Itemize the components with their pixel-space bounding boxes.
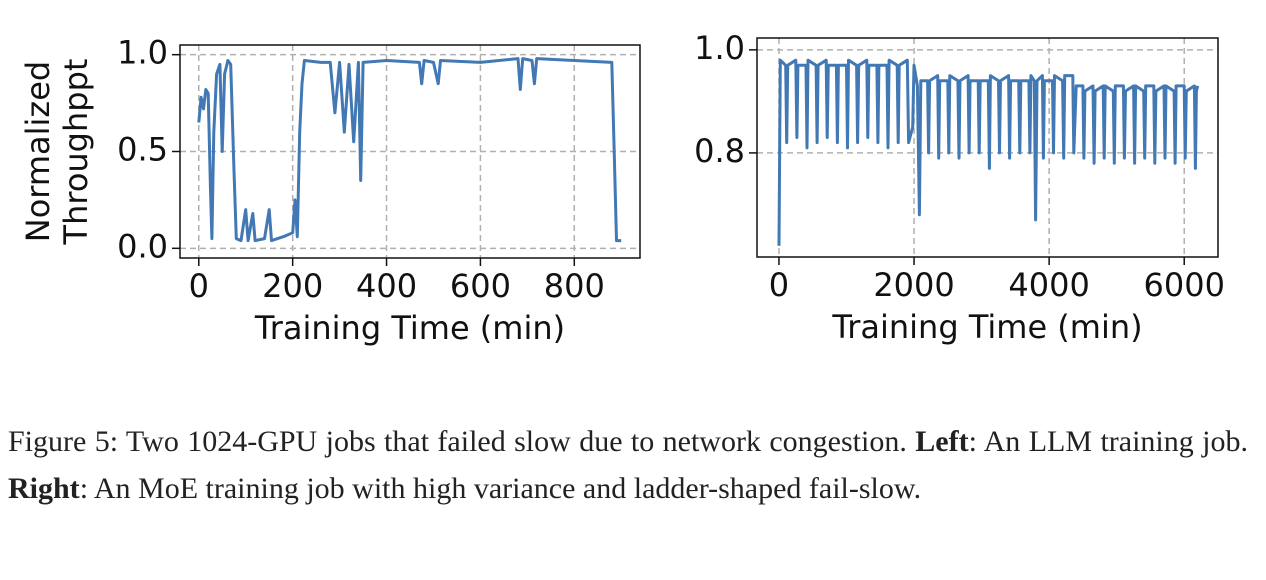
x-axis-label: Training Time (min) <box>254 309 565 347</box>
x-axis-label: Training Time (min) <box>831 308 1142 346</box>
y-axis-label: Throughppt <box>57 59 95 246</box>
plot-frame <box>756 37 1219 258</box>
x-tick-label: 2000 <box>873 266 954 304</box>
caption: Figure 5: Two 1024-GPU jobs that failed … <box>8 418 1248 512</box>
y-axis-label: Normalized <box>19 61 57 242</box>
y-tick-label: 0.8 <box>694 132 745 170</box>
data-line <box>197 57 622 243</box>
y-tick-label: 0.0 <box>117 227 168 265</box>
plot-frame <box>179 44 641 259</box>
caption-text: Figure 5: Two 1024-GPU jobs that failed … <box>8 425 916 458</box>
caption-bold: Right <box>8 472 80 505</box>
data-line <box>777 58 1200 246</box>
x-tick-label: 400 <box>356 267 417 305</box>
x-tick-label: 0 <box>189 267 209 305</box>
caption-text: : An MoE training job with high variance… <box>79 472 922 505</box>
caption-text: : An LLM training job. <box>968 425 1248 458</box>
x-tick-label: 200 <box>262 267 323 305</box>
x-tick-label: 4000 <box>1008 266 1089 304</box>
x-tick-label: 800 <box>544 267 605 305</box>
y-tick-label: 1.0 <box>694 29 745 67</box>
figure: 0 200 400 600 800 0.0 0.5 1.0 Training Time (min… <box>19 29 1225 347</box>
x-tick-label: 6000 <box>1144 266 1225 304</box>
y-tick-label: 1.0 <box>117 34 168 72</box>
x-tick-label: 0 <box>769 266 789 304</box>
caption-bold: Left <box>915 425 969 458</box>
y-tick-label: 0.5 <box>117 131 168 169</box>
x-tick-label: 600 <box>450 267 511 305</box>
